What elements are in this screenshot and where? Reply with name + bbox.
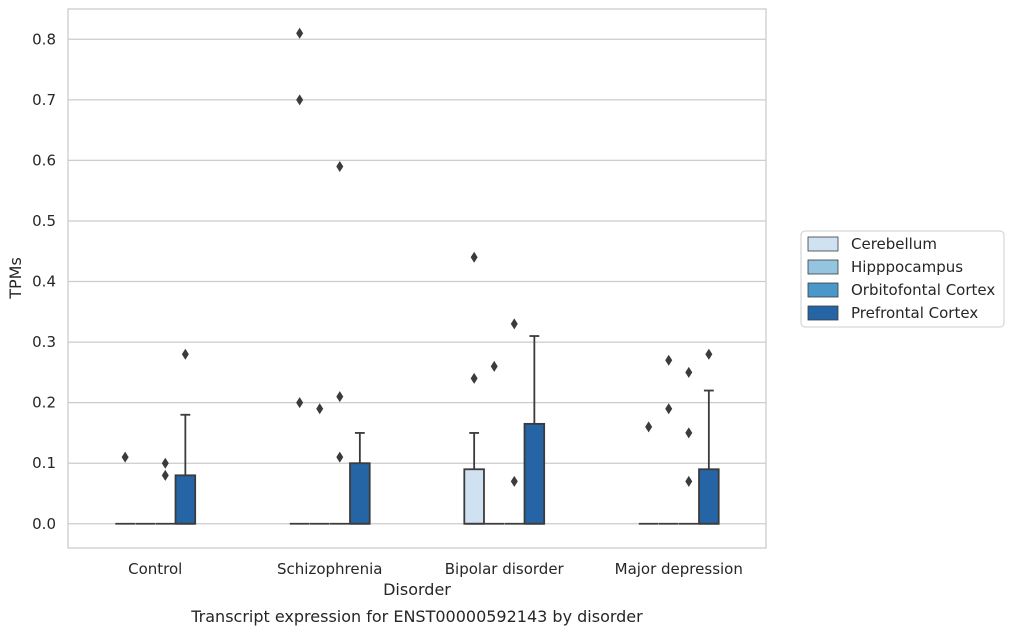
box-1-2 xyxy=(484,360,505,525)
legend-swatch xyxy=(807,259,839,275)
y-tick-label: 0.6 xyxy=(32,151,56,169)
x-axis-ticks: Control Schizophrenia Bipolar disorder Majo… xyxy=(128,560,743,578)
outlier-point xyxy=(470,251,478,263)
legend-label: Cerebellum xyxy=(851,235,937,253)
outlier-point xyxy=(510,318,518,330)
box-2-1 xyxy=(329,160,350,525)
box-3-2 xyxy=(523,335,546,525)
outlier-point xyxy=(121,451,129,463)
outlier-point xyxy=(161,457,169,469)
legend-swatch xyxy=(807,282,839,298)
outlier-point xyxy=(645,421,653,433)
x-tick-label: Bipolar disorder xyxy=(445,560,565,578)
box-body xyxy=(174,474,197,525)
outlier-point xyxy=(161,469,169,481)
y-tick-label: 0.3 xyxy=(32,333,56,351)
box-3-0 xyxy=(174,348,197,525)
y-tick-label: 0.8 xyxy=(32,30,56,48)
legend-frame xyxy=(800,230,1005,328)
outlier-point xyxy=(470,372,478,384)
box-0-2 xyxy=(463,251,485,525)
legend-label: Orbitofontal Cortex xyxy=(851,281,995,299)
y-tick-label: 0.2 xyxy=(32,394,56,412)
box-2-0 xyxy=(155,457,176,525)
chart-caption: Transcript expression for ENST0000059214… xyxy=(190,607,643,626)
gridlines xyxy=(68,38,766,525)
plot-area-frame xyxy=(67,8,767,549)
outlier-point xyxy=(705,348,713,360)
outlier-point xyxy=(510,475,518,487)
y-axis-ticks: 0.0 0.1 0.2 0.3 0.4 0.5 0.6 0.7 0.8 xyxy=(32,30,56,532)
legend-swatch xyxy=(807,236,839,252)
outlier-point xyxy=(685,475,693,487)
outlier-point xyxy=(336,160,344,172)
outlier-point xyxy=(316,403,324,415)
legend-label: Hipppocampus xyxy=(851,258,963,276)
outlier-point xyxy=(336,391,344,403)
outlier-point xyxy=(685,427,693,439)
box-2-2 xyxy=(504,318,525,525)
legend: Cerebellum Hipppocampus Orbitofontal Corte… xyxy=(800,230,1005,328)
outlier-point xyxy=(296,27,304,39)
legend-swatch xyxy=(807,305,839,321)
outlier-point xyxy=(336,451,344,463)
box-3-3 xyxy=(698,348,720,525)
outlier-point xyxy=(490,360,498,372)
outlier-point xyxy=(181,348,189,360)
box-0-0 xyxy=(115,451,135,525)
outlier-point xyxy=(296,94,304,106)
outlier-point xyxy=(685,366,693,378)
box-2-3 xyxy=(678,366,699,525)
box-0-3 xyxy=(638,421,659,525)
y-tick-label: 0.0 xyxy=(32,515,56,533)
box-body xyxy=(349,462,371,525)
y-tick-label: 0.4 xyxy=(32,273,56,291)
y-tick-label: 0.5 xyxy=(32,212,56,230)
outlier-point xyxy=(665,403,673,415)
x-tick-label: Control xyxy=(128,560,182,578)
box-3-1 xyxy=(349,432,371,525)
box-body xyxy=(463,468,485,525)
y-tick-label: 0.7 xyxy=(32,91,56,109)
box-series xyxy=(115,27,720,525)
x-tick-label: Major depression xyxy=(615,560,743,578)
y-tick-label: 0.1 xyxy=(32,454,56,472)
outlier-point xyxy=(665,354,673,366)
box-1-3 xyxy=(658,354,679,525)
outlier-point xyxy=(296,397,304,409)
legend-label: Prefrontal Cortex xyxy=(851,304,978,322)
box-body xyxy=(698,468,720,525)
box-body xyxy=(523,422,546,525)
box-0-1 xyxy=(289,27,310,525)
x-tick-label: Schizophrenia xyxy=(277,560,382,578)
box-1-1 xyxy=(309,403,330,525)
x-axis-label: Disorder xyxy=(383,580,451,599)
y-axis-label: TPMs xyxy=(6,257,25,300)
